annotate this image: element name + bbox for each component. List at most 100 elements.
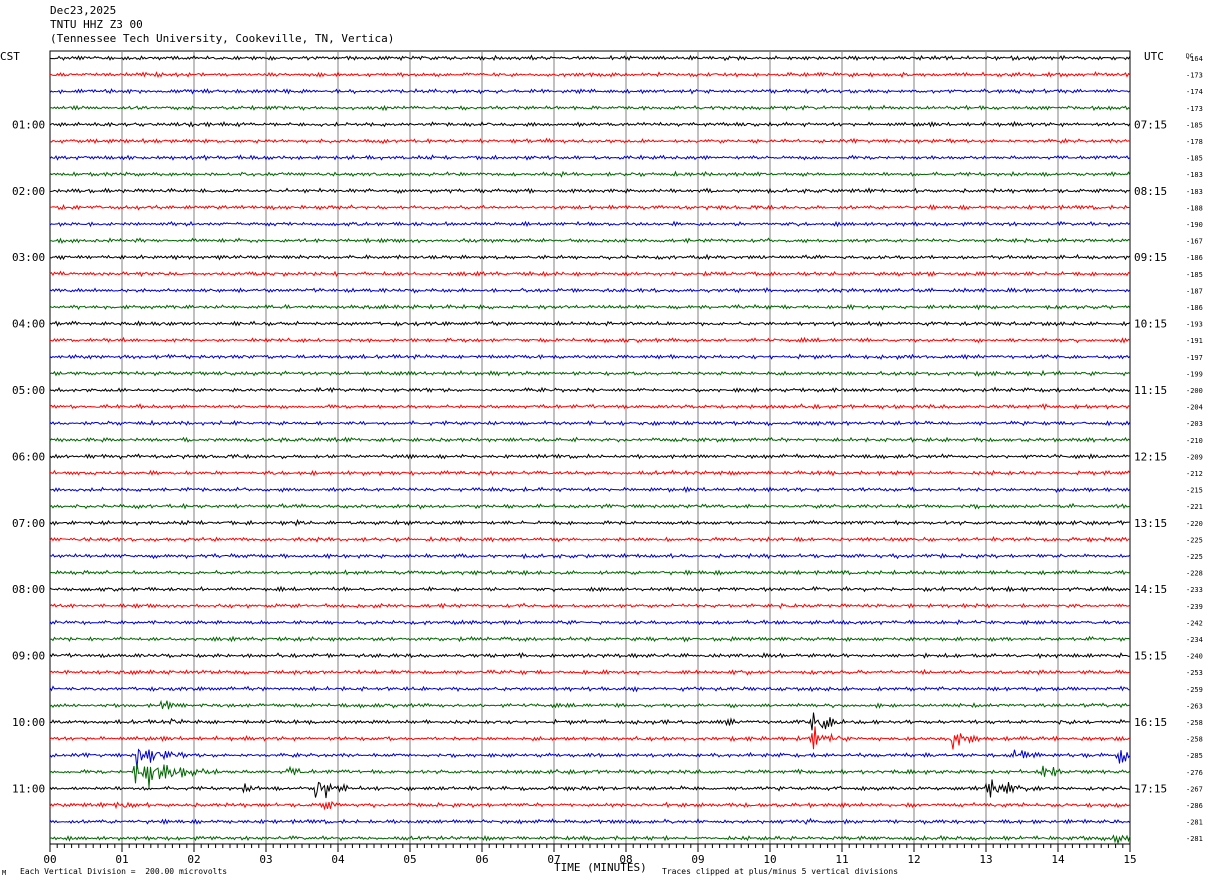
trace-row bbox=[49, 54, 1131, 62]
right-hour-label: 13:15 bbox=[1134, 517, 1167, 530]
dc-offset-label: -190 bbox=[1186, 221, 1203, 229]
right-hour-label: 14:15 bbox=[1134, 583, 1167, 596]
dc-offset-label: -183 bbox=[1186, 171, 1203, 179]
right-hour-label: 17:15 bbox=[1134, 782, 1167, 795]
dc-offset-label: -164 bbox=[1186, 55, 1203, 63]
dc-offset-label: -276 bbox=[1186, 769, 1203, 777]
x-tick-label: 13 bbox=[979, 853, 992, 866]
right-hour-label: 07:15 bbox=[1134, 118, 1167, 131]
trace-row bbox=[50, 237, 1131, 244]
time-axis: 00 01 02 03 04 05 06 07 08 09 10 11 12 13 14 15 bbox=[43, 843, 1137, 866]
dc-offset-label: -221 bbox=[1186, 503, 1203, 511]
dc-offset-label: -267 bbox=[1186, 785, 1203, 793]
trace-row bbox=[49, 403, 1131, 410]
trace-row bbox=[49, 453, 1131, 460]
x-tick-label: 01 bbox=[115, 853, 128, 866]
dc-offset-label: -286 bbox=[1186, 802, 1203, 810]
chart-title: TNTU HHZ Z3 00 bbox=[50, 18, 143, 31]
right-hour-label: 09:15 bbox=[1134, 251, 1167, 264]
trace-row bbox=[49, 71, 1131, 79]
x-tick-label: 03 bbox=[259, 853, 272, 866]
left-hour-label: 06:00 bbox=[12, 450, 45, 463]
row-labels: CST UTC DC 01:00 02:00 03:00 04:00 05:00 06:0… bbox=[0, 50, 1203, 843]
trace-row bbox=[49, 817, 1131, 825]
x-axis-title: TIME (MINUTES) bbox=[554, 861, 647, 874]
x-tick-label: 06 bbox=[475, 853, 488, 866]
right-hour-label: 08:15 bbox=[1134, 185, 1167, 198]
trace-row bbox=[49, 270, 1131, 278]
trace-row bbox=[49, 748, 1131, 769]
dc-offset-label: -234 bbox=[1186, 636, 1203, 644]
dc-offset-label: -281 bbox=[1186, 819, 1203, 827]
dc-offset-label: -203 bbox=[1186, 420, 1203, 428]
dc-offset-label: -210 bbox=[1186, 437, 1203, 445]
trace-row bbox=[49, 585, 1131, 593]
left-hour-label: 01:00 bbox=[12, 118, 45, 131]
dc-offset-label: -209 bbox=[1186, 453, 1203, 461]
trace-row bbox=[49, 685, 1131, 693]
dc-offset-label: -281 bbox=[1186, 835, 1203, 843]
trace-row bbox=[49, 763, 1131, 788]
trace-row bbox=[49, 712, 1131, 731]
dc-offset-label: -185 bbox=[1186, 271, 1203, 279]
trace-row bbox=[49, 369, 1131, 377]
trace-row bbox=[49, 569, 1131, 577]
dc-offset-label: -174 bbox=[1186, 88, 1203, 96]
dc-offset-label: -186 bbox=[1186, 254, 1203, 262]
left-timezone-label: CST bbox=[0, 50, 20, 63]
dc-offset-label: -233 bbox=[1186, 586, 1203, 594]
x-tick-label: 04 bbox=[331, 853, 345, 866]
trace-row bbox=[49, 336, 1131, 344]
left-hour-label: 05:00 bbox=[12, 384, 45, 397]
x-tick-label: 12 bbox=[907, 853, 920, 866]
x-tick-label: 00 bbox=[43, 853, 56, 866]
dc-offset-label: -225 bbox=[1186, 536, 1203, 544]
dc-offset-label: -285 bbox=[1186, 752, 1203, 760]
x-tick-label: 09 bbox=[691, 853, 704, 866]
trace-row bbox=[49, 320, 1131, 328]
trace-row bbox=[49, 203, 1131, 211]
trace-row bbox=[49, 668, 1131, 676]
dc-offset-label: -193 bbox=[1186, 321, 1203, 329]
scale-note: Each Vertical Division = 200.00 microvol… bbox=[20, 867, 228, 876]
left-hour-label: 09:00 bbox=[12, 650, 45, 663]
dc-offset-label: -197 bbox=[1186, 354, 1203, 362]
dc-offset-label: -215 bbox=[1186, 487, 1203, 495]
clip-note: Traces clipped at plus/minus 5 vertical … bbox=[662, 867, 899, 876]
dc-offset-label: -200 bbox=[1186, 387, 1203, 395]
trace-row bbox=[49, 287, 1131, 294]
trace-row bbox=[49, 800, 1131, 811]
dc-offset-label: -239 bbox=[1186, 603, 1203, 611]
x-tick-label: 07 bbox=[547, 853, 560, 866]
dc-offset-label: -240 bbox=[1186, 653, 1203, 661]
left-hour-label: 02:00 bbox=[12, 185, 45, 198]
trace-row bbox=[49, 699, 1131, 710]
dc-offset-label: -242 bbox=[1186, 619, 1203, 627]
trace-row bbox=[49, 154, 1131, 162]
trace-row bbox=[49, 834, 1131, 844]
trace-row bbox=[49, 104, 1131, 112]
left-hour-label: 10:00 bbox=[12, 716, 45, 729]
dc-offset-label: -167 bbox=[1186, 238, 1203, 246]
trace-row bbox=[49, 88, 1131, 95]
trace-row bbox=[49, 635, 1131, 643]
dc-offset-label: -212 bbox=[1186, 470, 1203, 478]
dc-label: DC bbox=[1186, 53, 1194, 60]
trace-row bbox=[49, 779, 1131, 799]
trace-row bbox=[49, 619, 1131, 626]
dc-offset-label: -187 bbox=[1186, 287, 1203, 295]
x-tick-label: 05 bbox=[403, 853, 416, 866]
dc-offset-label: -220 bbox=[1186, 520, 1203, 528]
grid bbox=[49, 50, 1131, 845]
dc-offset-label: -199 bbox=[1186, 370, 1203, 378]
trace-row bbox=[49, 436, 1131, 444]
dc-offset-label: -253 bbox=[1186, 669, 1203, 677]
trace-row bbox=[49, 170, 1131, 178]
dc-offset-label: -188 bbox=[1186, 204, 1203, 212]
x-tick-label: 08 bbox=[619, 853, 632, 866]
dc-offset-label: -225 bbox=[1186, 553, 1203, 561]
trace-row bbox=[49, 651, 1131, 660]
trace-row bbox=[49, 187, 1131, 195]
trace-row bbox=[49, 220, 1131, 228]
plot-frame bbox=[49, 50, 1131, 845]
